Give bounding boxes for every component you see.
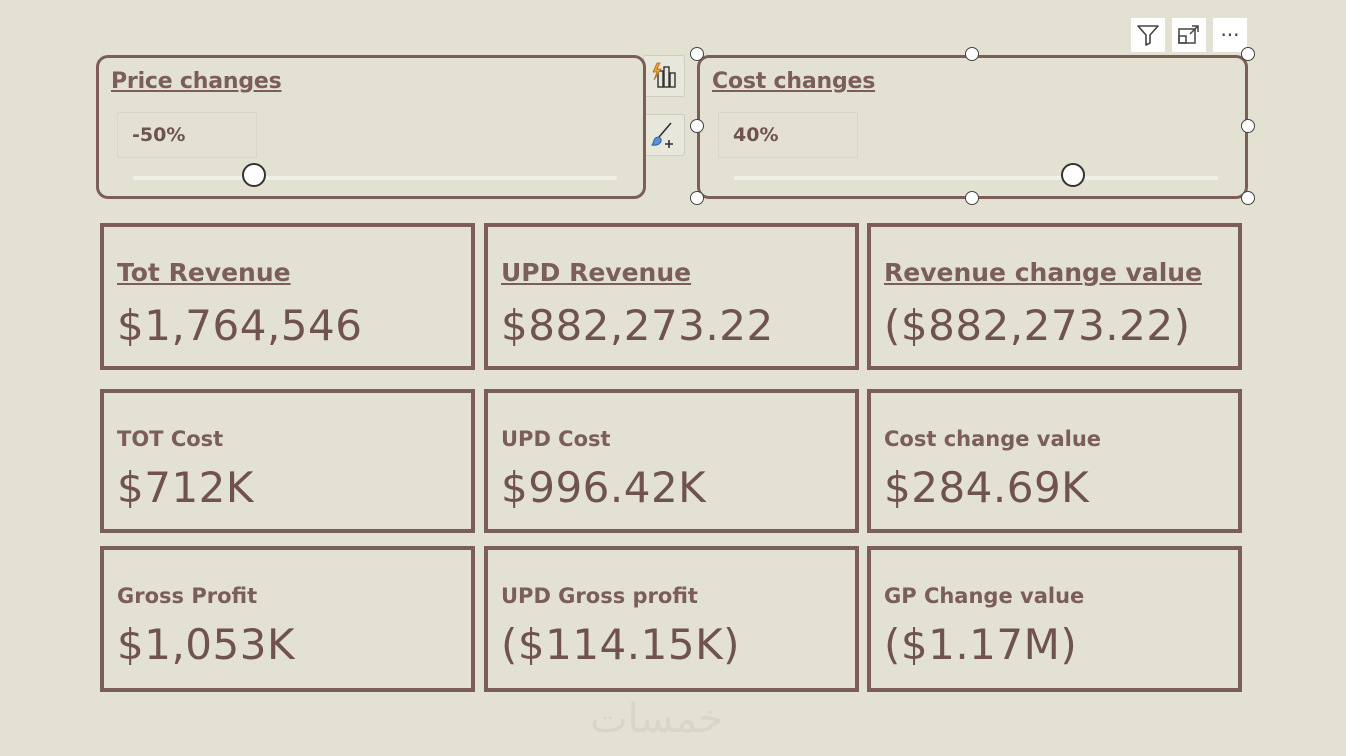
slider-track[interactable] xyxy=(133,176,617,180)
focus-mode-button[interactable] xyxy=(1172,18,1206,52)
more-options-icon: ··· xyxy=(1220,23,1240,47)
resize-handle[interactable] xyxy=(1241,47,1255,61)
card-upd-revenue[interactable]: UPD Revenue $882,273.22 xyxy=(484,223,859,370)
card-upd-cost[interactable]: UPD Cost $996.42K xyxy=(484,389,859,533)
filter-button[interactable] xyxy=(1131,18,1165,52)
card-title: Revenue change value xyxy=(884,258,1203,287)
card-revenue-change-value[interactable]: Revenue change value ($882,273.22) xyxy=(867,223,1242,370)
slider-thumb[interactable] xyxy=(242,163,266,187)
resize-handle[interactable] xyxy=(1241,191,1255,205)
card-title: TOT Cost xyxy=(117,427,224,451)
card-title: Gross Profit xyxy=(117,584,258,608)
card-upd-gross-profit[interactable]: UPD Gross profit ($114.15K) xyxy=(484,546,859,692)
card-title: UPD Cost xyxy=(501,427,611,451)
resize-handle[interactable] xyxy=(690,191,704,205)
analytics-insights-button[interactable] xyxy=(643,55,685,97)
analytics-insights-icon xyxy=(652,62,676,88)
resize-handle[interactable] xyxy=(965,191,979,205)
card-gp-change-value[interactable]: GP Change value ($1.17M) xyxy=(867,546,1242,692)
slider-thumb[interactable] xyxy=(1060,163,1085,187)
card-value: $712K xyxy=(117,463,254,512)
card-value: $996.42K xyxy=(501,463,707,512)
slicer-title: Price changes xyxy=(111,69,282,94)
more-options-button[interactable]: ··· xyxy=(1213,18,1247,52)
card-title: Cost change value xyxy=(884,427,1102,451)
format-visual-button[interactable] xyxy=(643,114,685,156)
resize-handle[interactable] xyxy=(965,47,979,61)
filter-icon xyxy=(1137,25,1159,46)
resize-handle[interactable] xyxy=(690,47,704,61)
watermark-logo: خمسات xyxy=(590,696,724,742)
card-cost-change-value[interactable]: Cost change value $284.69K xyxy=(867,389,1242,533)
card-value: ($1.17M) xyxy=(884,620,1078,669)
card-title: Tot Revenue xyxy=(117,258,291,287)
slicer-value-input[interactable]: -50% xyxy=(117,112,257,158)
card-tot-cost[interactable]: TOT Cost $712K xyxy=(100,389,475,533)
slider-track[interactable] xyxy=(734,176,1218,180)
card-title: UPD Revenue xyxy=(501,258,692,287)
slicer-title: Cost changes xyxy=(712,69,876,94)
card-value: ($114.15K) xyxy=(501,620,740,669)
card-value: $284.69K xyxy=(884,463,1090,512)
format-paintbrush-icon xyxy=(650,122,673,148)
card-value: ($882,273.22) xyxy=(884,301,1191,350)
resize-handle[interactable] xyxy=(690,119,704,133)
card-value: $1,764,546 xyxy=(117,301,363,350)
card-value: $882,273.22 xyxy=(501,301,774,350)
card-gross-profit[interactable]: Gross Profit $1,053K xyxy=(100,546,475,692)
page-tabs-strip xyxy=(0,748,1346,756)
focus-mode-icon xyxy=(1178,25,1199,44)
cost-changes-slicer[interactable]: Cost changes 40% xyxy=(697,55,1248,199)
slicer-value-input[interactable]: 40% xyxy=(718,112,858,158)
card-title: GP Change value xyxy=(884,584,1085,608)
card-title: UPD Gross profit xyxy=(501,584,698,608)
card-tot-revenue[interactable]: Tot Revenue $1,764,546 xyxy=(100,223,475,370)
card-value: $1,053K xyxy=(117,620,296,669)
price-changes-slicer[interactable]: Price changes -50% xyxy=(96,55,646,199)
resize-handle[interactable] xyxy=(1241,119,1255,133)
